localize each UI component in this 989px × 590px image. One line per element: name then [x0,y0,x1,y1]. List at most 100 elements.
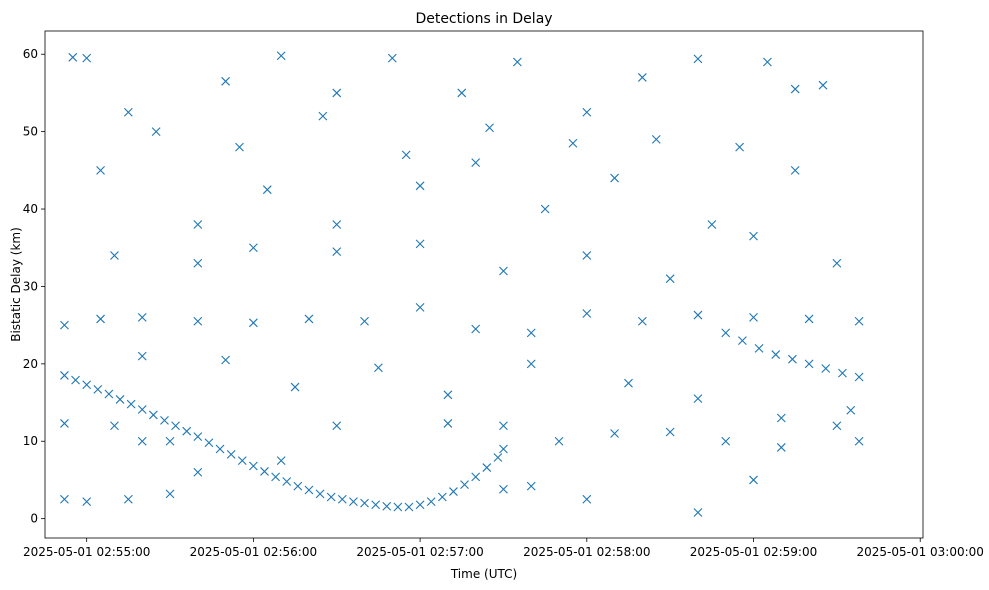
data-point [332,88,342,98]
x-tick-label: 2025-05-01 02:56:00 [190,545,317,559]
data-point [221,76,230,86]
data-point [771,350,781,359]
data-point [637,73,647,82]
data-point [610,173,619,183]
data-point [721,328,731,338]
data-point [749,475,758,485]
x-tick-label: 2025-05-01 03:00:00 [856,545,983,559]
data-point [821,364,831,373]
data-point [137,436,147,446]
data-point [707,220,717,229]
y-axis-label: Bistatic Delay (km) [9,227,23,342]
data-point [110,421,119,431]
data-point [526,328,536,338]
data-point [293,481,303,491]
x-tick-label: 2025-05-01 02:58:00 [523,545,650,559]
data-point [693,394,703,404]
data-point [382,501,392,511]
data-point [457,88,467,98]
data-point [790,165,800,175]
data-point [651,134,661,144]
data-point [854,372,864,382]
data-point [332,421,342,431]
data-point [393,502,403,512]
data-point [471,158,481,167]
data-point [818,80,828,90]
y-tick-label: 40 [23,202,38,216]
data-point [754,343,764,353]
data-point [193,467,203,477]
data-point [137,313,147,322]
data-point [160,415,169,425]
x-tick-label: 2025-05-01 02:57:00 [356,545,483,559]
data-point [776,443,786,452]
data-point [60,320,69,330]
data-point [276,456,286,465]
data-point [665,274,675,284]
data-point [693,54,703,64]
data-point [804,314,814,324]
data-point [248,461,258,471]
data-point [526,359,536,369]
data-point [60,371,69,380]
data-point [104,389,114,399]
data-point [443,390,453,400]
data-point [374,363,383,373]
data-point [193,258,203,268]
y-tick-label: 20 [23,357,38,371]
data-point [443,419,453,428]
data-point [360,316,369,326]
data-point [60,494,69,504]
data-point [226,450,236,459]
data-point [582,309,592,318]
data-point [735,142,745,152]
data-point [349,497,358,507]
data-point [115,395,125,404]
data-point [262,185,272,195]
y-tick-label: 60 [23,47,38,61]
data-point [582,251,592,260]
data-point [493,453,503,462]
data-point [151,127,161,137]
data-point [568,138,578,148]
data-point [237,456,247,465]
data-point [401,150,411,160]
data-point [271,472,281,482]
data-point [790,84,800,94]
data-point [93,384,103,394]
data-point [137,351,147,361]
data-point [415,239,425,249]
data-point [193,316,203,326]
data-point [276,51,286,61]
data-point [637,316,647,326]
data-point [235,142,244,152]
data-point [221,355,230,365]
data-point [82,497,92,507]
data-point [693,508,703,517]
data-point [371,500,381,510]
data-point [415,181,425,191]
data-point [193,220,203,229]
y-tick-label: 30 [23,279,38,293]
data-point [512,57,522,67]
data-point [721,436,731,446]
y-tick-label: 50 [23,125,38,139]
data-point [749,313,758,322]
data-point [82,380,92,390]
points-layer [60,51,864,517]
data-point [854,436,864,446]
data-point [387,53,397,63]
data-point [763,57,772,67]
data-point [68,52,78,62]
data-point [485,123,494,133]
data-point [693,310,703,320]
data-point [126,399,136,409]
data-point [415,500,425,510]
data-point [554,436,564,446]
data-point [123,107,133,117]
data-point [182,426,192,436]
data-point [165,436,175,446]
data-point [248,243,258,253]
data-point [540,204,550,214]
